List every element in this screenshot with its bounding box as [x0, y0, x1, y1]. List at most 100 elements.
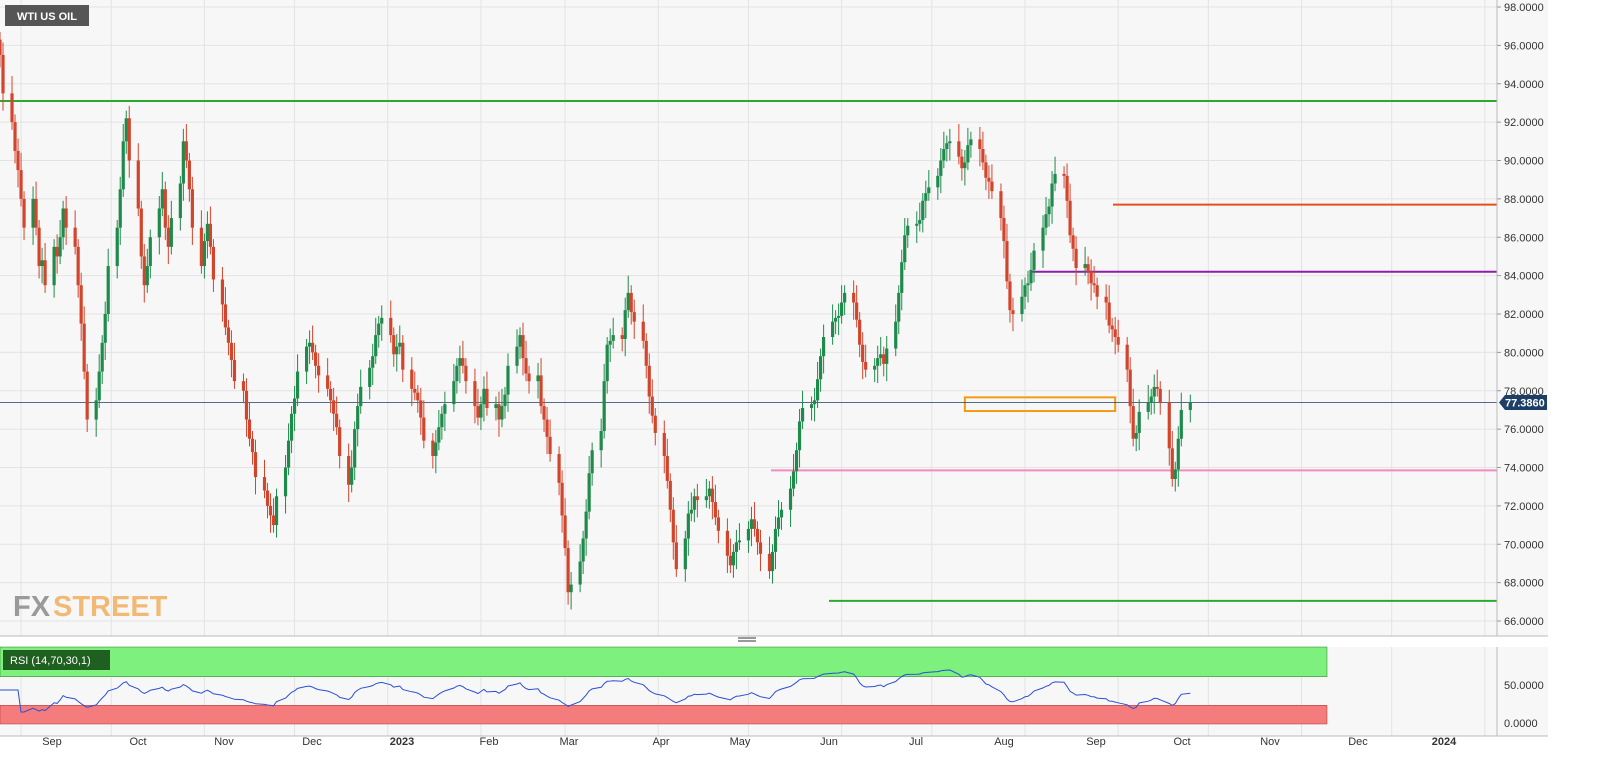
candle — [662, 420, 666, 474]
grid — [0, 0, 1497, 736]
candle — [16, 138, 20, 188]
candle — [1008, 273, 1012, 323]
price-badge-text: 77.3860 — [1505, 398, 1545, 410]
x-tick-label: Nov — [1260, 736, 1280, 748]
candle — [55, 234, 59, 274]
candle — [797, 408, 802, 468]
candle — [689, 492, 693, 522]
candle — [169, 200, 173, 255]
candle — [199, 210, 203, 274]
candle — [966, 127, 970, 171]
candle — [939, 148, 943, 194]
candle — [31, 186, 35, 245]
candle — [380, 305, 384, 341]
candle — [497, 391, 501, 437]
candle — [800, 390, 805, 430]
candle — [885, 336, 889, 382]
candle — [329, 381, 333, 413]
candle — [1053, 156, 1057, 192]
candle — [1050, 171, 1054, 224]
candle — [1134, 425, 1138, 452]
rsi-label-tag[interactable]: RSI (14,70,30,1) — [3, 650, 110, 670]
candle — [524, 340, 528, 382]
x-tick-label: Feb — [480, 736, 499, 748]
price-zone-box[interactable] — [963, 396, 1117, 413]
x-tick-label: Dec — [302, 736, 322, 748]
candle — [945, 135, 949, 162]
candle — [61, 200, 65, 250]
candle — [981, 131, 985, 171]
candle — [599, 418, 603, 468]
pane-resize-handle[interactable] — [738, 637, 756, 642]
candle — [34, 181, 38, 236]
candle — [746, 521, 751, 553]
candle — [843, 285, 847, 315]
candle — [485, 371, 489, 416]
candle — [226, 319, 231, 356]
candle — [1125, 337, 1129, 383]
candle — [752, 502, 757, 537]
candle — [900, 249, 904, 311]
candle — [440, 406, 444, 440]
y-tick-label: 68.0000 — [1504, 578, 1544, 590]
candle — [350, 450, 354, 493]
candle — [647, 353, 651, 414]
candle — [1092, 266, 1096, 293]
candle — [374, 317, 378, 364]
y-tick-label: 88.0000 — [1504, 194, 1544, 206]
candle — [142, 243, 146, 303]
candle — [398, 325, 402, 355]
candle — [605, 337, 609, 394]
y-tick-label: 98.0000 — [1504, 2, 1544, 14]
rsi-polyline — [0, 669, 1191, 713]
candle — [542, 398, 546, 433]
candle — [326, 358, 330, 397]
candle — [644, 333, 648, 379]
candle — [205, 211, 210, 259]
candle — [1176, 426, 1180, 487]
candle — [707, 480, 711, 509]
candle — [148, 229, 152, 279]
candle — [103, 301, 107, 361]
candle — [758, 529, 763, 572]
y-tick-label: 76.0000 — [1504, 424, 1544, 436]
candle — [10, 76, 14, 130]
candle — [157, 195, 161, 255]
candle — [876, 345, 880, 384]
candle — [566, 540, 570, 605]
candle — [1089, 259, 1093, 301]
candle — [308, 330, 312, 364]
axes: 98.0000 96.0000 94.0000 92.0000 90.0000 88.00… — [0, 0, 1548, 748]
candle — [734, 529, 739, 570]
y-tick-label: 70.0000 — [1504, 539, 1544, 551]
candle — [1137, 399, 1141, 451]
candle — [13, 114, 17, 164]
candle — [43, 243, 47, 293]
candle — [984, 154, 988, 191]
candle — [458, 345, 462, 384]
rsi-label-background — [3, 650, 110, 670]
candle — [737, 523, 742, 551]
candles — [0, 31, 1192, 610]
x-tick-label: Dec — [1348, 736, 1368, 748]
candle — [289, 406, 294, 454]
candle — [482, 376, 486, 422]
candle — [464, 358, 468, 394]
candle — [578, 544, 582, 593]
candle — [641, 304, 645, 349]
y-tick-label: 80.0000 — [1504, 347, 1544, 359]
candle — [936, 168, 940, 200]
candle — [1074, 236, 1078, 286]
x-tick-label: Mar — [560, 736, 579, 748]
candle — [184, 124, 188, 169]
candle — [794, 442, 799, 484]
x-tick-label: 2023 — [390, 736, 414, 748]
candle — [1032, 243, 1036, 283]
candle — [1188, 394, 1192, 423]
candle — [623, 297, 627, 357]
candle — [262, 459, 267, 499]
candle — [653, 408, 657, 446]
chart-title-tag[interactable]: WTI US OIL — [5, 5, 89, 26]
